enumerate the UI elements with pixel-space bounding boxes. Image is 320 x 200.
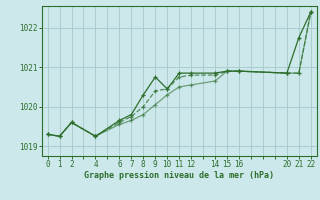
X-axis label: Graphe pression niveau de la mer (hPa): Graphe pression niveau de la mer (hPa) (84, 171, 274, 180)
